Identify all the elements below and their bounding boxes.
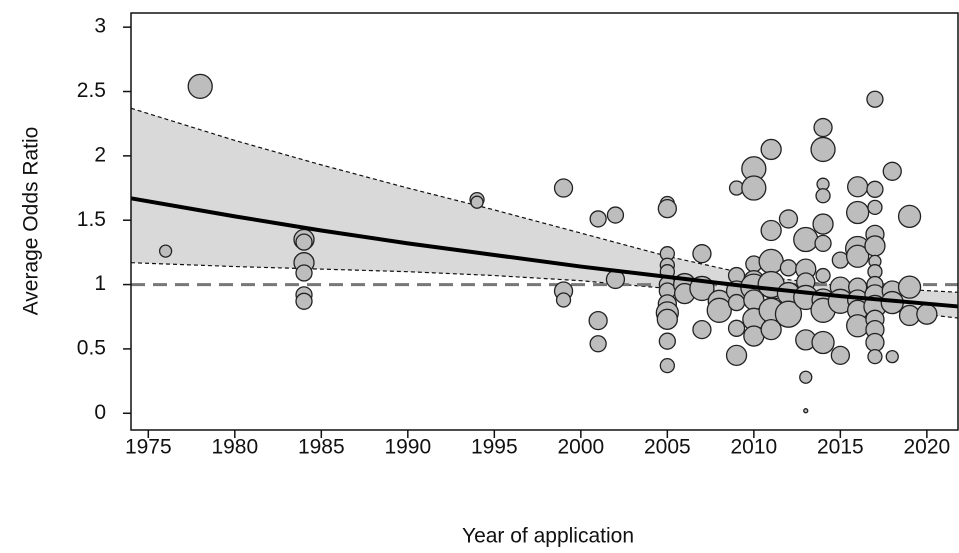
bubble [774, 300, 803, 328]
bubble [658, 332, 676, 350]
bubble [815, 188, 831, 204]
bubble [295, 233, 313, 251]
x-tick-label: 2010 [730, 436, 777, 459]
bubble [866, 180, 884, 198]
bubble [741, 175, 767, 201]
bubble [882, 161, 902, 181]
bubble [656, 308, 678, 330]
bubble [727, 319, 746, 337]
bubble [897, 275, 922, 299]
bubble [692, 244, 712, 264]
bubble [588, 310, 608, 331]
bubble [846, 314, 870, 338]
y-tick-label: 0.5 [77, 336, 106, 359]
bubble [866, 90, 884, 108]
x-tick-label: 1975 [125, 436, 172, 459]
x-tick-label: 1980 [211, 436, 258, 459]
bubble [865, 332, 885, 353]
bubble [830, 345, 851, 366]
bubble [553, 178, 574, 198]
x-tick-label: 2005 [644, 436, 691, 459]
x-tick-label: 2000 [557, 436, 604, 459]
bubble [867, 199, 883, 215]
confidence-band [131, 108, 958, 319]
bubble [847, 176, 869, 198]
x-tick-label: 2020 [903, 436, 950, 459]
y-tick-label: 0 [94, 401, 106, 424]
bubble [727, 293, 746, 312]
bubble [867, 348, 883, 365]
bubble [760, 219, 782, 242]
bubble [659, 357, 675, 374]
bubble [470, 195, 484, 209]
x-tick-label: 2015 [817, 436, 864, 459]
bubble [815, 267, 831, 284]
bubble [295, 292, 313, 310]
bubble [810, 136, 836, 163]
y-tick-label: 3 [94, 15, 106, 38]
bubble [814, 234, 832, 253]
x-tick-label: 1995 [471, 436, 518, 459]
bubble [803, 408, 809, 414]
fit-line [130, 196, 959, 309]
bubble [885, 349, 899, 364]
bubble [589, 335, 607, 353]
x-tick-label: 1985 [298, 436, 345, 459]
y-tick-label: 2 [94, 143, 106, 166]
bubble [758, 248, 784, 275]
bubble [187, 73, 213, 100]
plot-frame [130, 12, 959, 431]
x-axis-label: Year of application [462, 525, 634, 548]
bubble [158, 244, 173, 258]
y-tick-label: 2.5 [77, 79, 106, 102]
bubble [793, 226, 819, 253]
bubble [864, 235, 886, 257]
bubble [706, 297, 732, 323]
bubble [813, 117, 833, 138]
bubble [811, 330, 835, 355]
bubble [760, 318, 782, 341]
y-tick-label: 1 [94, 272, 106, 295]
bubble [657, 198, 677, 219]
x-tick-label: 1990 [384, 436, 431, 459]
bubble [799, 370, 813, 384]
bubble [725, 344, 748, 367]
bubble [555, 292, 572, 308]
bubble [831, 251, 850, 269]
bubble [778, 209, 799, 229]
bubble [779, 259, 798, 277]
bubble [760, 138, 782, 161]
bubble [897, 204, 922, 229]
bubble [295, 264, 313, 282]
bubble [692, 319, 712, 340]
y-axis-label: Average Odds Ratio [20, 127, 43, 316]
bubble [589, 210, 607, 228]
bubble [916, 303, 938, 325]
bubble [846, 200, 870, 225]
y-tick-label: 1.5 [77, 208, 106, 231]
bubble [606, 206, 625, 224]
bubble [846, 244, 870, 268]
bubble [812, 213, 834, 235]
